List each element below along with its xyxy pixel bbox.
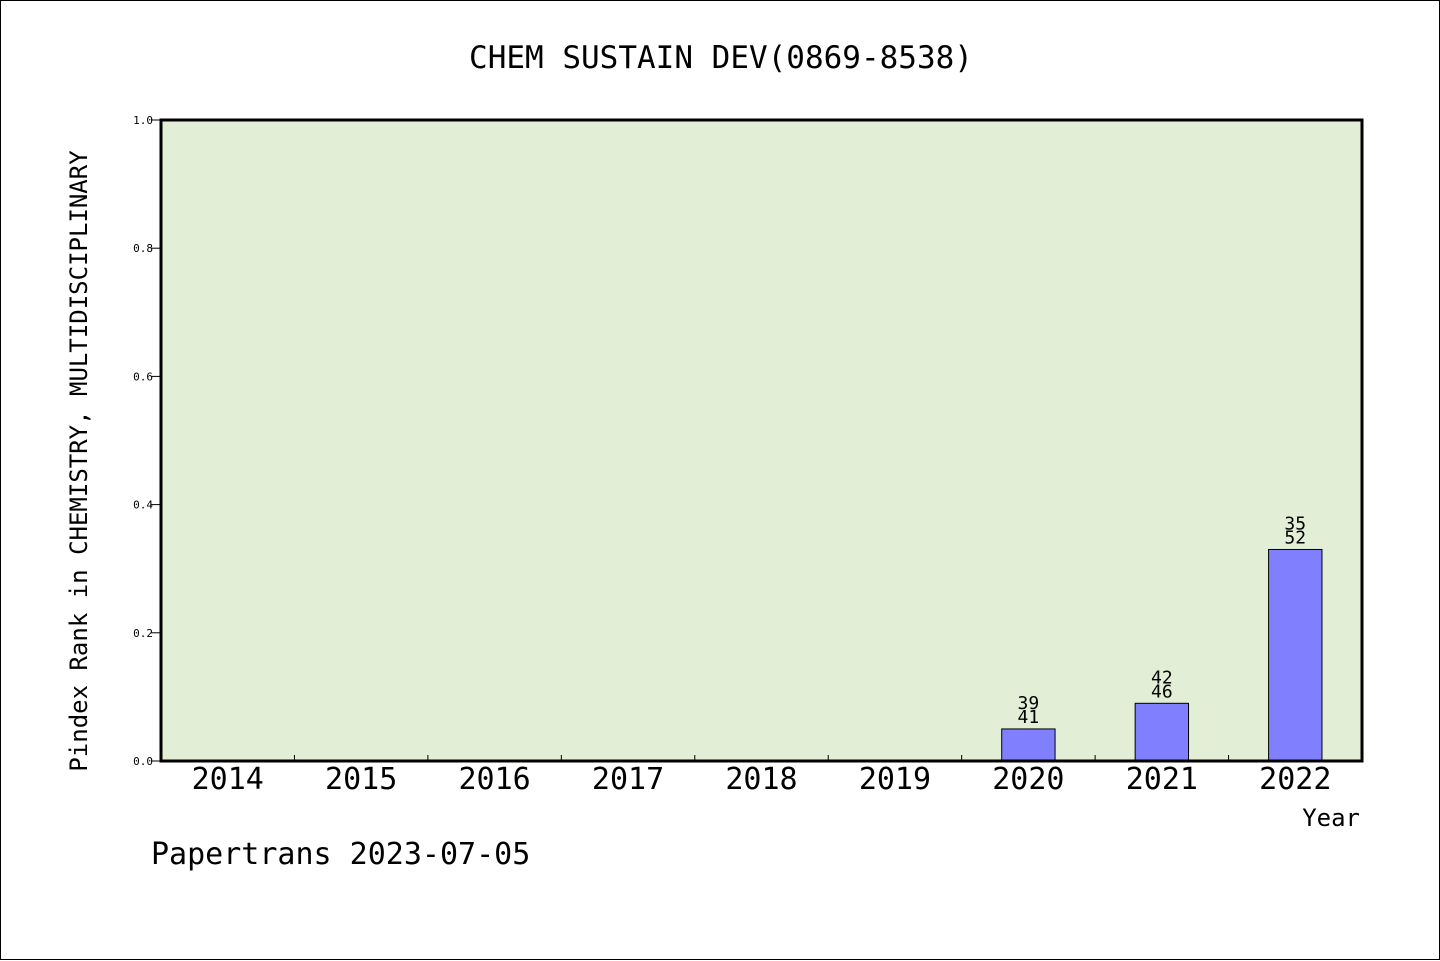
x-tick-label: 2014 (192, 762, 264, 797)
y-tick-label: 0.8 (133, 242, 153, 255)
x-tick-label: 2021 (1126, 762, 1198, 797)
y-tick-label: 0.4 (133, 499, 153, 512)
plot-border (159, 118, 1364, 763)
plot-area (161, 120, 1362, 761)
bar (1134, 702, 1190, 762)
bar-label-top: 42 (1151, 667, 1173, 688)
bars (1001, 548, 1323, 762)
y-tick-label: 1.0 (133, 114, 153, 127)
bar-label-bottom: 46 (1151, 681, 1173, 702)
x-tick-label: 2018 (725, 762, 797, 797)
footer-text: Papertrans 2023-07-05 (151, 837, 530, 872)
bar-label-top: 39 (1018, 693, 1040, 714)
bar (1268, 548, 1323, 762)
x-tick-label: 2016 (458, 762, 530, 797)
x-tick-label: 2022 (1259, 762, 1331, 797)
y-tick-label: 0.6 (133, 370, 153, 383)
bar-label-bottom: 41 (1018, 707, 1040, 728)
chart-title: CHEM SUSTAIN DEV(0869-8538) (469, 40, 973, 76)
y-tick-label: 0.2 (133, 627, 153, 640)
bar-label-top: 35 (1284, 513, 1306, 534)
x-axis-label: Year (1302, 804, 1360, 832)
y-tick-label: 0.0 (133, 755, 153, 768)
y-axis-ticks: 0.0 0.2 0.4 0.6 0.8 1.0 (133, 114, 161, 768)
bar (1001, 728, 1056, 762)
x-tick-label: 2015 (325, 762, 397, 797)
x-tick-label: 2019 (859, 762, 931, 797)
x-axis-ticks: 2014 2015 2016 2017 2018 2019 2020 2021 2022 (192, 755, 1331, 797)
bar-label-bottom: 52 (1284, 527, 1306, 548)
x-tick-label: 2020 (992, 762, 1064, 797)
x-tick-label: 2017 (592, 762, 664, 797)
y-axis-label: Pindex Rank in CHEMISTRY, MULTIDISCIPLIN… (65, 150, 93, 772)
